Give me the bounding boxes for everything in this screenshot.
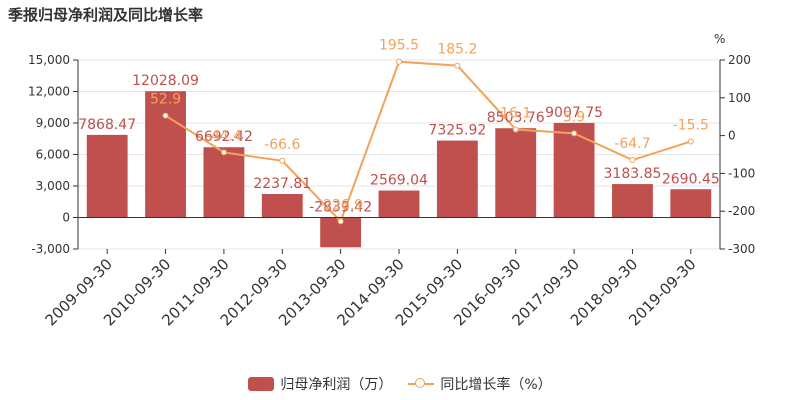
legend-item-line[interactable]: 同比增长率（%） [408, 374, 552, 394]
bar-value-label: 2237.81 [253, 176, 311, 192]
legend-bar-label: 归母净利润（万） [280, 377, 393, 393]
growth-value-label: -226.9 [318, 197, 363, 213]
left-axis-tick-label: 15,000 [28, 53, 70, 67]
growth-value-label: -44.4 [206, 128, 242, 144]
bar [203, 147, 245, 218]
bar-value-label: 7868.47 [78, 117, 136, 133]
bar-value-label: 12028.09 [132, 73, 199, 89]
bar [495, 128, 537, 218]
bar-value-label: 8503.76 [487, 110, 545, 126]
data-labels: 7868.47 12028.09 6692.42 2237.81 -2839.42 256… [78, 38, 720, 216]
left-axis-tick-label: 0 [62, 211, 70, 225]
growth-value-label: 52.9 [150, 92, 181, 108]
right-axis-tick-label: -300 [728, 242, 755, 256]
growth-point [687, 138, 694, 145]
growth-point [162, 112, 169, 119]
growth-point [396, 58, 402, 65]
growth-value-label: -15.5 [673, 117, 709, 133]
growth-point [337, 218, 344, 225]
bar [145, 91, 186, 218]
bar [261, 194, 303, 218]
left-axis-tick-label: 3,000 [36, 179, 70, 193]
growth-point [220, 149, 227, 156]
bar [612, 184, 653, 218]
left-axis-tick-label: 9,000 [36, 116, 70, 130]
chart-legend: 归母净利润（万） 同比增长率（%） [0, 374, 800, 394]
bar [553, 122, 595, 218]
growth-value-label: 16.1 [500, 106, 531, 122]
left-axis-tick-label: 12,000 [28, 85, 70, 99]
bar-series [86, 91, 712, 248]
right-axis-tick-label: -200 [728, 204, 755, 218]
growth-value-label: 5.9 [563, 109, 585, 125]
right-axis-tick-label: 100 [728, 91, 751, 105]
bar [378, 190, 420, 218]
legend-line-label: 同比增长率（%） [440, 377, 552, 393]
growth-value-label: 195.5 [379, 38, 419, 54]
left-axis-tick-label: -3,000 [31, 242, 70, 256]
bar [436, 140, 478, 218]
growth-point [279, 157, 286, 164]
growth-point [512, 126, 519, 133]
legend-line-swatch [408, 377, 435, 391]
left-axis-tick-label: 6,000 [36, 148, 70, 162]
right-axis-unit: % [714, 32, 725, 46]
growth-value-label: -66.6 [264, 137, 300, 153]
legend-bar-swatch [248, 377, 275, 391]
bar [86, 134, 128, 218]
growth-value-label: -64.7 [614, 136, 650, 152]
bar-value-label: 7325.92 [428, 123, 486, 139]
growth-point [629, 157, 636, 164]
chart-title: 季报归母净利润及同比增长率 [8, 6, 204, 24]
right-axis-tick-label: 0 [728, 129, 736, 143]
bar-value-label: 3183.85 [604, 166, 662, 182]
bar-value-label: 6692.42 [195, 129, 253, 145]
bar-value-label: -2839.42 [309, 200, 372, 216]
bar-value-label: 2569.04 [370, 173, 428, 189]
growth-point [571, 130, 578, 137]
legend-item-bar[interactable]: 归母净利润（万） [248, 374, 392, 394]
line-series [162, 58, 694, 225]
growth-point [454, 62, 461, 69]
growth-line [165, 60, 692, 224]
right-axis-tick-label: 200 [728, 53, 751, 67]
bar-value-label: 2690.45 [662, 171, 720, 187]
bar [670, 189, 712, 218]
growth-value-label: 185.2 [437, 42, 477, 58]
right-axis-tick-label: -100 [728, 166, 755, 180]
bar-value-label: 9007.75 [545, 105, 603, 121]
